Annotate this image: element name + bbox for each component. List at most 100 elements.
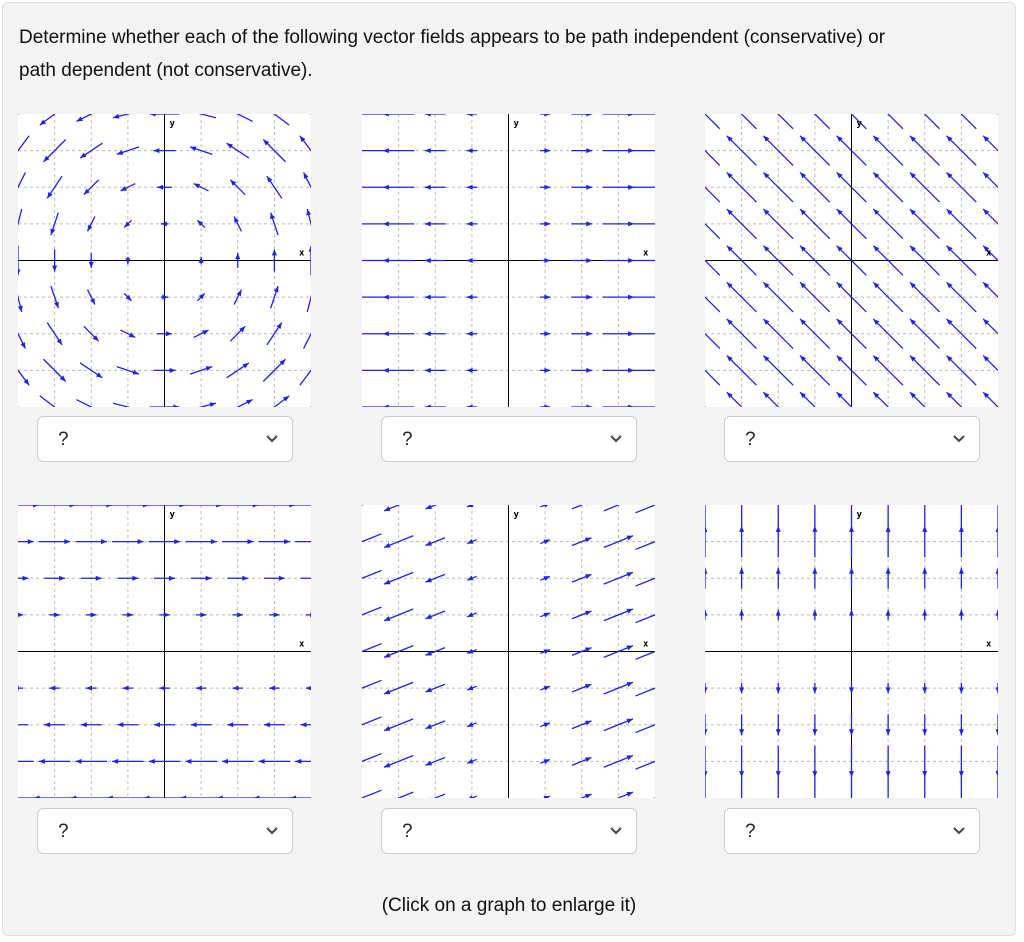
arrow-head xyxy=(424,258,431,263)
arrow-head xyxy=(763,209,770,216)
vector-arrow xyxy=(273,114,290,126)
answer-dropdown[interactable]: ? xyxy=(381,416,637,462)
vector-arrow xyxy=(909,208,941,240)
arrow-head xyxy=(584,757,592,763)
x-axis-label: x xyxy=(299,640,305,650)
arrow-head xyxy=(946,172,953,179)
arrow-head xyxy=(958,525,964,532)
arrow-head xyxy=(705,729,708,736)
vector-arrow xyxy=(872,355,904,386)
arrow-head xyxy=(384,579,391,585)
arrow-head xyxy=(739,525,745,532)
plot: yx xyxy=(705,114,998,407)
answer-dropdown[interactable]: ? xyxy=(37,416,293,462)
vector-arrow xyxy=(762,318,794,350)
arrows xyxy=(18,114,311,407)
arrow-head xyxy=(424,148,431,154)
arrow-head xyxy=(239,326,246,333)
y-axis-label: y xyxy=(514,510,520,520)
arrow-head xyxy=(38,758,45,764)
arrow-head xyxy=(466,148,473,154)
vector-arrow xyxy=(762,245,794,276)
arrow-head xyxy=(148,758,155,764)
vector-arrow xyxy=(872,318,904,350)
vector-arrow xyxy=(310,406,311,407)
arrow-head xyxy=(125,294,132,301)
arrow-head xyxy=(43,155,50,162)
vector-arrow xyxy=(946,135,977,166)
arrow-head xyxy=(543,539,550,545)
vector-arrow xyxy=(836,245,867,276)
arrow-head xyxy=(584,794,592,798)
vector-arrow xyxy=(872,281,904,313)
vector-arrow xyxy=(236,114,253,123)
vector-arrow xyxy=(726,281,757,313)
arrow-head xyxy=(586,221,593,227)
vector-arrow xyxy=(705,332,721,350)
arrow-head xyxy=(202,330,209,335)
vector-arrow xyxy=(362,505,364,506)
arrow-head xyxy=(116,150,124,155)
arrow-head xyxy=(173,404,180,407)
arrow-head xyxy=(800,318,807,325)
vector-arrow xyxy=(18,369,30,386)
vector-arrow xyxy=(726,135,757,166)
answer-dropdown[interactable]: ? xyxy=(724,808,980,854)
vector-arrow xyxy=(726,318,757,350)
arrow-head xyxy=(52,265,58,272)
arrow-head xyxy=(56,338,63,345)
arrow-head xyxy=(800,245,807,252)
arrow-head xyxy=(836,355,843,362)
arrow-head xyxy=(117,722,124,728)
arrow-head xyxy=(836,318,843,325)
vector-arrow xyxy=(362,752,382,763)
answer-dropdown[interactable]: ? xyxy=(37,808,293,854)
arrow-head xyxy=(169,367,176,373)
arrow-head xyxy=(424,294,431,300)
arrow-head xyxy=(628,148,635,154)
arrow-head xyxy=(132,575,139,581)
arrow-head xyxy=(584,684,592,689)
arrow-head xyxy=(626,572,633,577)
y-axis-label: y xyxy=(170,510,176,520)
arrow-head xyxy=(308,245,311,252)
arrow-head xyxy=(425,505,433,509)
vector-arrow xyxy=(836,171,867,203)
arrow-head xyxy=(205,575,212,581)
arrow-head xyxy=(775,525,781,532)
arrow-head xyxy=(127,612,134,618)
arrow-head xyxy=(174,539,181,545)
arrow-head xyxy=(543,612,550,618)
arrow-head xyxy=(586,148,593,154)
arrow-head xyxy=(983,392,990,399)
arrow-head xyxy=(946,209,953,216)
arrow-head xyxy=(873,318,880,325)
arrow-head xyxy=(628,404,635,407)
arrow-head xyxy=(205,366,213,371)
answer-dropdown[interactable]: ? xyxy=(724,416,980,462)
arrow-head xyxy=(424,404,431,407)
arrow-head xyxy=(18,269,21,276)
arrow-head xyxy=(909,282,916,289)
vector-arrow xyxy=(705,406,706,407)
arrow-head xyxy=(958,729,964,736)
arrow-head xyxy=(775,609,781,616)
arrow-head xyxy=(873,282,880,289)
vector-arrow xyxy=(362,533,382,543)
arrow-head xyxy=(544,294,551,300)
arrow-head xyxy=(153,148,160,154)
arrow-head xyxy=(544,114,551,117)
arrow-head xyxy=(382,367,389,373)
plot: yx xyxy=(362,505,655,798)
answer-dropdown[interactable]: ? xyxy=(381,808,637,854)
arrow-head xyxy=(209,402,216,407)
arrows xyxy=(705,114,998,407)
arrow-head xyxy=(800,172,807,179)
